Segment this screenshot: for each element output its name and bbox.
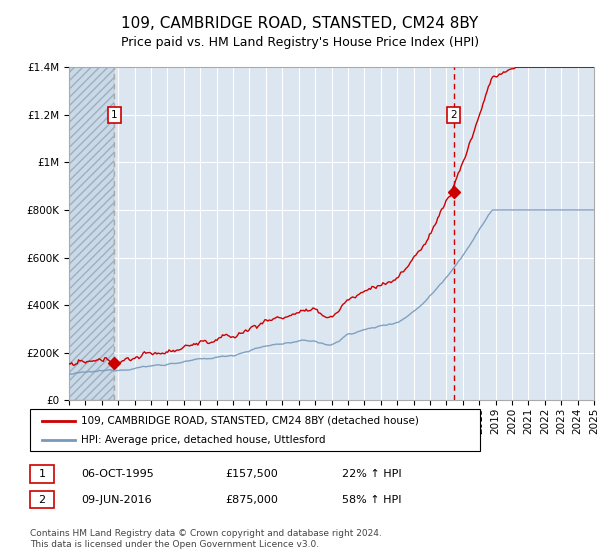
Text: £875,000: £875,000	[225, 494, 278, 505]
Bar	[69, 67, 115, 400]
Text: Price paid vs. HM Land Registry's House Price Index (HPI): Price paid vs. HM Land Registry's House …	[121, 36, 479, 49]
Text: 22% ↑ HPI: 22% ↑ HPI	[342, 469, 401, 479]
Text: 06-OCT-1995: 06-OCT-1995	[81, 469, 154, 479]
Text: 09-JUN-2016: 09-JUN-2016	[81, 494, 152, 505]
Text: 58% ↑ HPI: 58% ↑ HPI	[342, 494, 401, 505]
Text: £157,500: £157,500	[225, 469, 278, 479]
Text: 109, CAMBRIDGE ROAD, STANSTED, CM24 8BY (detached house): 109, CAMBRIDGE ROAD, STANSTED, CM24 8BY …	[81, 416, 419, 426]
Text: 2: 2	[38, 494, 46, 505]
Text: Contains HM Land Registry data © Crown copyright and database right 2024.
This d: Contains HM Land Registry data © Crown c…	[30, 529, 382, 549]
Text: 109, CAMBRIDGE ROAD, STANSTED, CM24 8BY: 109, CAMBRIDGE ROAD, STANSTED, CM24 8BY	[121, 16, 479, 31]
Text: 1: 1	[111, 110, 118, 120]
Text: 1: 1	[38, 469, 46, 479]
Text: HPI: Average price, detached house, Uttlesford: HPI: Average price, detached house, Uttl…	[81, 435, 325, 445]
Text: 2: 2	[450, 110, 457, 120]
